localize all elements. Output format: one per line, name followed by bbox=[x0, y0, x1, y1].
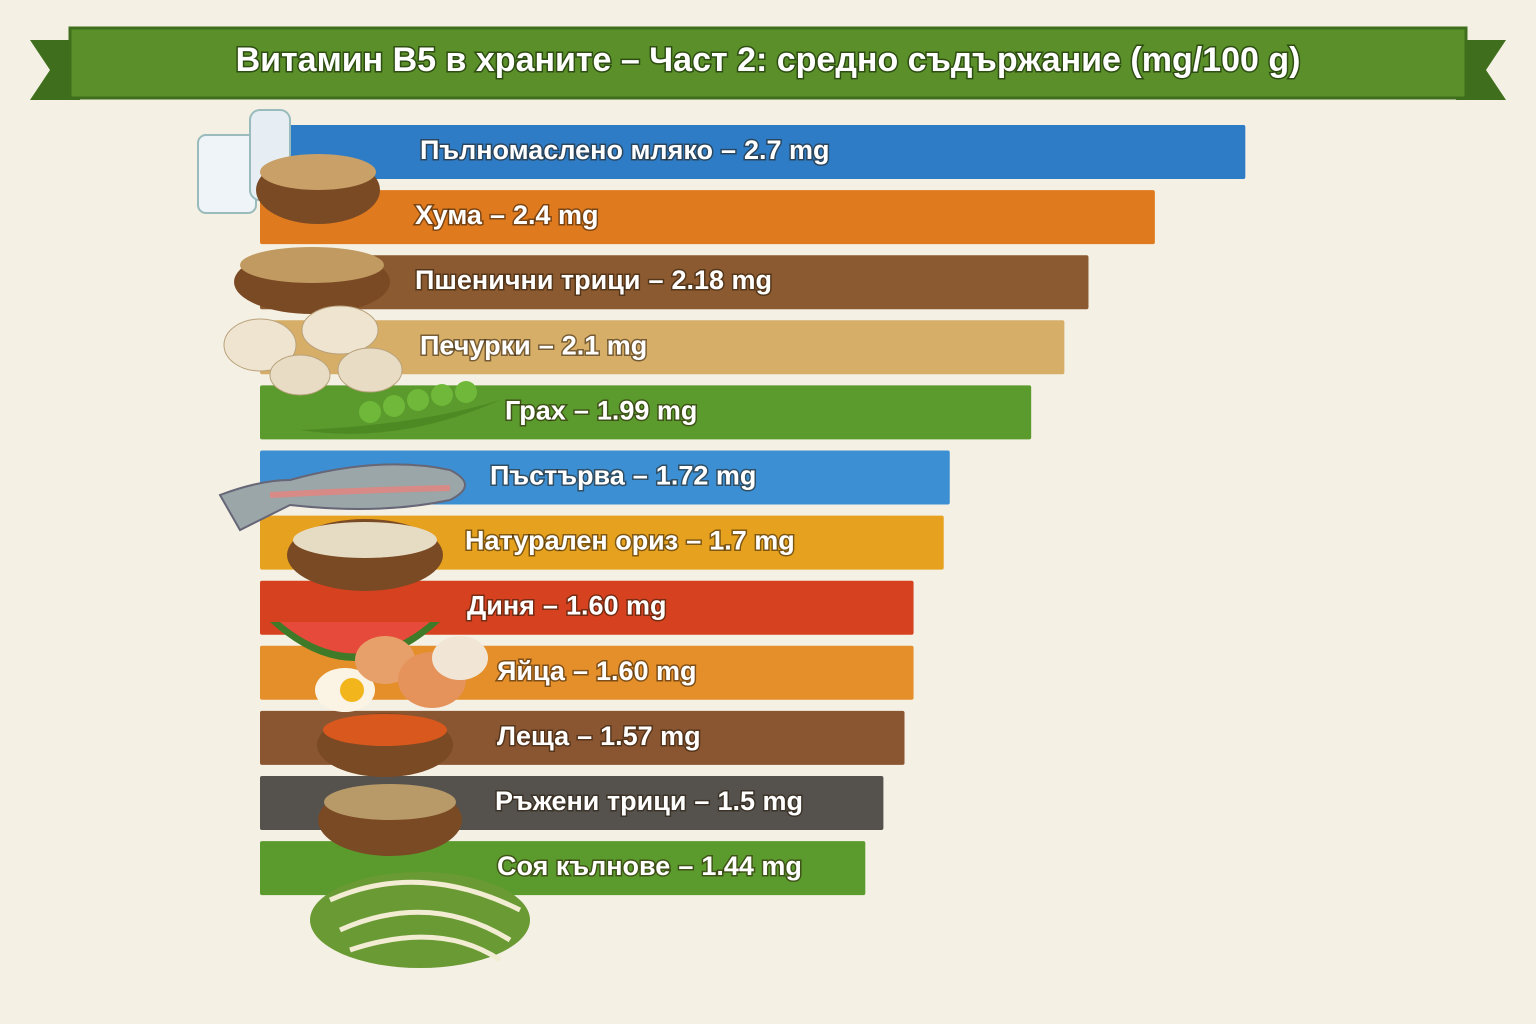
value-label: 1.44 mg bbox=[701, 851, 802, 881]
label-separator: – bbox=[573, 656, 588, 686]
label-separator: – bbox=[577, 721, 592, 751]
value-label: 1.99 mg bbox=[597, 396, 698, 426]
category-label: Натурален ориз bbox=[465, 526, 678, 556]
category-label: Ръжени трици bbox=[495, 786, 686, 816]
value-label: 2.18 mg bbox=[671, 265, 772, 295]
bar-label: Диня –1.60 mg bbox=[467, 591, 667, 621]
bar bbox=[260, 190, 1155, 245]
bar-label: Леща –1.57 mg bbox=[497, 721, 701, 751]
label-separator: – bbox=[686, 526, 701, 556]
category-label: Яйца bbox=[497, 656, 566, 686]
bar-label: Яйца –1.60 mg bbox=[497, 656, 697, 686]
bar bbox=[260, 125, 1246, 179]
category-label: Пъстърва bbox=[490, 461, 626, 491]
value-label: 1.57 mg bbox=[600, 721, 701, 751]
label-separator: – bbox=[678, 851, 693, 881]
value-label: 1.60 mg bbox=[566, 591, 667, 621]
label-separator: – bbox=[721, 135, 736, 165]
chart-title: Витамин B5 в храните – Част 2: средно съ… bbox=[236, 41, 1301, 79]
value-label: 2.1 mg bbox=[562, 330, 648, 360]
label-separator: – bbox=[694, 786, 709, 816]
bar-label: Натурален ориз –1.7 mg bbox=[465, 526, 795, 556]
value-label: 2.4 mg bbox=[513, 200, 599, 230]
value-label: 1.60 mg bbox=[596, 656, 697, 686]
value-label: 2.7 mg bbox=[744, 135, 830, 165]
food-illustrations bbox=[197, 109, 530, 968]
ribbon-tail bbox=[30, 40, 80, 100]
category-label: Хума bbox=[415, 200, 483, 230]
bar-label: Пъстърва –1.72 mg bbox=[490, 461, 756, 491]
label-separator: – bbox=[648, 265, 663, 295]
bar bbox=[260, 320, 1065, 375]
category-label: Пшенични трици bbox=[415, 265, 640, 295]
bar bbox=[260, 385, 1032, 440]
category-label: Соя кълнове bbox=[497, 851, 670, 881]
bar bbox=[260, 255, 1089, 310]
category-label: Диня bbox=[467, 591, 535, 621]
label-separator: – bbox=[574, 396, 589, 426]
category-label: Грах bbox=[505, 396, 566, 426]
value-label: 1.72 mg bbox=[656, 461, 757, 491]
bar-label: Пшенични трици –2.18 mg bbox=[415, 265, 772, 295]
category-label: Печурки bbox=[420, 330, 531, 360]
label-separator: – bbox=[490, 200, 505, 230]
value-label: 1.7 mg bbox=[709, 526, 795, 556]
label-separator: – bbox=[633, 461, 648, 491]
bar-label: Соя кълнове –1.44 mg bbox=[497, 851, 802, 881]
bar-label: Ръжени трици –1.5 mg bbox=[495, 786, 803, 816]
bar bbox=[260, 580, 914, 635]
bar-label: Хума –2.4 mg bbox=[415, 200, 599, 230]
label-separator: – bbox=[539, 330, 554, 360]
bar-label: Печурки –2.1 mg bbox=[420, 330, 647, 360]
value-label: 1.5 mg bbox=[717, 786, 803, 816]
label-separator: – bbox=[543, 591, 558, 621]
category-label: Леща bbox=[497, 721, 570, 751]
ribbon-tail bbox=[1456, 40, 1506, 100]
bar-label: Грах –1.99 mg bbox=[505, 396, 697, 426]
ribbon bbox=[68, 26, 1468, 100]
bar-label: Пълномаслено мляко –2.7 mg bbox=[420, 135, 830, 165]
category-label: Пълномаслено мляко bbox=[420, 135, 713, 165]
